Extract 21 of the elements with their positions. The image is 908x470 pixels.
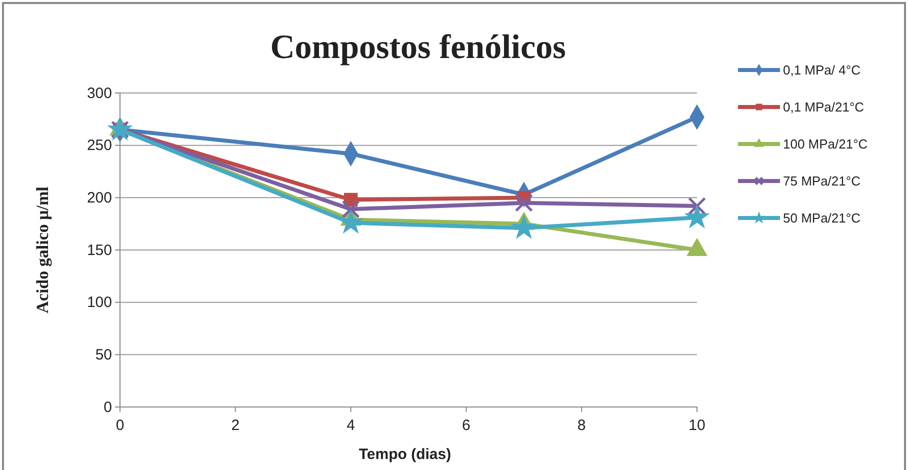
legend-label: 75 MPa/21°C bbox=[783, 174, 860, 189]
x-tick-label: 8 bbox=[577, 417, 586, 434]
chart-title: Compostos fenólicos bbox=[270, 29, 566, 66]
x-tick-label: 6 bbox=[462, 417, 470, 434]
x-tick-label: 2 bbox=[231, 417, 240, 434]
y-tick-label: 100 bbox=[86, 294, 112, 312]
x-tick-label: 4 bbox=[346, 417, 355, 434]
y-tick-label: 200 bbox=[86, 189, 112, 206]
legend-label: 0,1 MPa/21°C bbox=[783, 100, 864, 115]
x-tick-label: 0 bbox=[116, 417, 124, 434]
y-axis-title: Acido galico μ/ml bbox=[33, 186, 52, 314]
y-tick-label: 250 bbox=[86, 137, 112, 154]
y-tick-label: 50 bbox=[95, 346, 112, 364]
x-axis-title: Tempo (dias) bbox=[358, 446, 452, 463]
legend-label: 100 MPa/21°C bbox=[783, 136, 868, 152]
y-tick-label: 150 bbox=[86, 242, 112, 259]
legend-label: 50 MPa/21°C bbox=[783, 210, 860, 226]
y-tick-label: 0 bbox=[104, 398, 112, 416]
legend-label: 0,1 MPa/ 4°C bbox=[783, 62, 860, 78]
x-tick-label: 10 bbox=[688, 417, 706, 434]
y-tick-label: 300 bbox=[86, 84, 112, 102]
